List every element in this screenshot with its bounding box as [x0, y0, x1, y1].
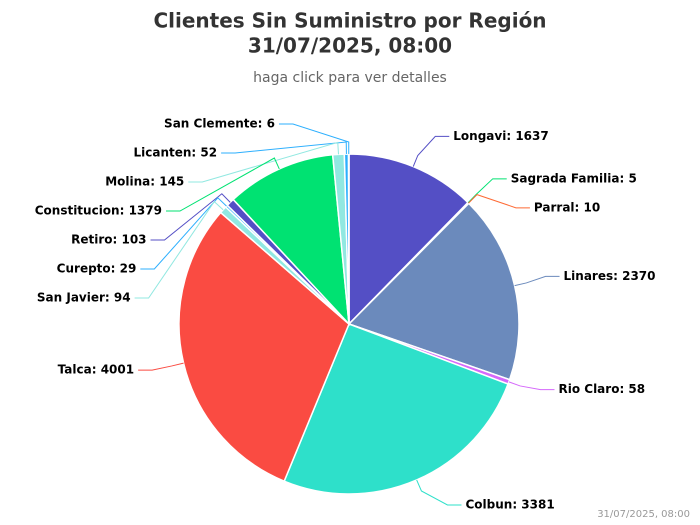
data-label: Curepto: 29 [57, 262, 137, 276]
connector [140, 197, 227, 270]
data-label: Parral: 10 [534, 200, 600, 214]
chart-title: 31/07/2025, 08:00 [248, 34, 452, 58]
data-label: Rio Claro: 58 [558, 382, 645, 396]
data-label: Sagrada Familia: 5 [511, 171, 637, 185]
data-label: Licanten: 52 [133, 146, 217, 160]
pie-slice[interactable] [232, 153, 350, 327]
data-label: Colbun: 3381 [465, 498, 554, 512]
pie-slice[interactable] [348, 153, 470, 326]
data-label: Molina: 145 [105, 175, 184, 189]
connector [134, 200, 224, 299]
chart-subtitle: haga click para ver detalles [253, 70, 447, 86]
data-label: Retiro: 103 [71, 233, 146, 247]
data-label: Talca: 4001 [58, 363, 134, 377]
data-label: San Javier: 94 [37, 291, 131, 305]
connector [150, 193, 231, 241]
connector [138, 362, 184, 371]
data-label: Longavi: 1637 [453, 129, 548, 143]
pie-slice[interactable] [283, 323, 510, 495]
connector [416, 479, 462, 506]
connector [165, 157, 280, 212]
connector [412, 135, 450, 167]
data-label: Constitucion: 1379 [35, 204, 162, 218]
connector [467, 178, 507, 204]
connector [188, 141, 340, 183]
chart-title: Clientes Sin Suministro por Región [153, 9, 546, 33]
data-label: Linares: 2370 [564, 269, 656, 283]
pie-slice[interactable] [178, 211, 350, 483]
credits: 31/07/2025, 08:00 [597, 509, 690, 520]
data-label: San Clemente: 6 [164, 117, 275, 131]
connector [514, 275, 560, 287]
connector [508, 381, 555, 391]
connector [468, 194, 530, 209]
connector [221, 141, 347, 155]
pie-slice[interactable] [347, 202, 520, 381]
connector [278, 123, 350, 155]
